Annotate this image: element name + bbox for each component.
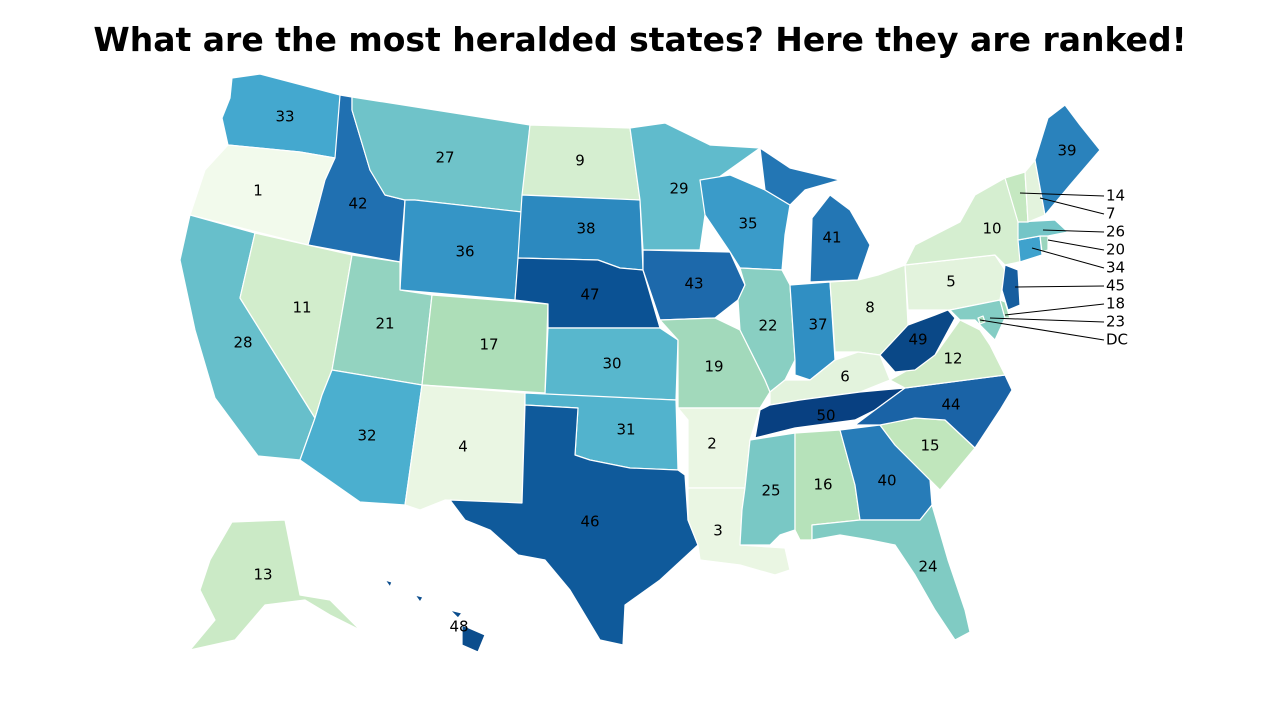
rank-label-hi: 48 xyxy=(449,618,468,636)
callout-label-dc: DC xyxy=(1106,331,1128,349)
state-wy[interactable] xyxy=(399,199,523,301)
callout-line-nh xyxy=(1039,197,1105,215)
callout-line-ct xyxy=(1031,247,1105,269)
state-mi[interactable] xyxy=(759,147,871,283)
map-title: What are the most heralded states? Here … xyxy=(93,20,1187,59)
rank-label-la: 3 xyxy=(713,522,723,540)
state-hi[interactable] xyxy=(384,579,486,653)
state-ak[interactable] xyxy=(189,519,361,651)
state-mo[interactable] xyxy=(659,317,771,409)
rank-label-ga: 40 xyxy=(877,472,896,490)
state-wi[interactable] xyxy=(699,174,791,271)
rank-label-ms: 25 xyxy=(761,482,780,500)
callout-label-nj: 45 xyxy=(1106,277,1125,295)
rank-label-wi: 35 xyxy=(738,215,757,233)
callout-line-vt xyxy=(1019,192,1105,197)
rank-label-sc: 15 xyxy=(920,437,939,455)
rank-label-tn: 50 xyxy=(816,407,835,425)
callout-line-nj xyxy=(1014,285,1105,288)
state-ia[interactable] xyxy=(642,249,746,321)
rank-label-tx: 46 xyxy=(580,513,599,531)
rank-label-mi: 41 xyxy=(822,229,841,247)
rank-label-pa: 5 xyxy=(946,273,956,291)
rank-label-nm: 4 xyxy=(458,438,468,456)
rank-label-ak: 13 xyxy=(253,566,272,584)
rank-label-nd: 9 xyxy=(575,152,585,170)
state-wv[interactable] xyxy=(879,309,956,373)
rank-label-ny: 10 xyxy=(982,220,1001,238)
rank-label-nv: 11 xyxy=(292,299,311,317)
callout-line-md xyxy=(989,317,1105,323)
rank-label-wy: 36 xyxy=(455,243,474,261)
rank-label-al: 16 xyxy=(813,476,832,494)
state-de[interactable] xyxy=(999,299,1011,319)
callout-line-dc xyxy=(979,319,1105,341)
states-layer xyxy=(179,73,1101,653)
rank-label-ia: 43 xyxy=(684,275,703,293)
state-me[interactable] xyxy=(1034,104,1101,216)
callout-line-de xyxy=(1004,303,1105,316)
state-fl[interactable] xyxy=(811,504,971,641)
rank-label-id: 42 xyxy=(348,195,367,213)
rank-label-ca: 28 xyxy=(233,334,252,352)
rank-label-wa: 33 xyxy=(275,108,294,126)
rank-label-ne: 47 xyxy=(580,286,599,304)
rank-label-az: 32 xyxy=(357,427,376,445)
callout-label-nh: 7 xyxy=(1106,205,1116,223)
callout-label-ri: 20 xyxy=(1106,241,1125,259)
rank-label-ky: 6 xyxy=(840,368,850,386)
rank-label-va: 12 xyxy=(943,350,962,368)
state-ks[interactable] xyxy=(544,327,679,401)
state-tx[interactable] xyxy=(449,404,699,646)
rank-label-fl: 24 xyxy=(918,558,937,576)
callout-line-ri xyxy=(1047,239,1105,251)
state-va[interactable] xyxy=(889,319,1006,389)
callout-label-vt: 14 xyxy=(1106,187,1125,205)
rank-label-ar: 2 xyxy=(707,435,717,453)
rank-label-sd: 38 xyxy=(576,220,595,238)
callout-label-md: 23 xyxy=(1106,313,1125,331)
state-nj[interactable] xyxy=(1001,264,1021,311)
callout-label-de: 18 xyxy=(1106,295,1125,313)
rank-label-ok: 31 xyxy=(616,421,635,439)
callout-label-ma: 26 xyxy=(1106,223,1125,241)
rank-label-ks: 30 xyxy=(602,355,621,373)
callout-line-ma xyxy=(1042,229,1105,233)
callout-label-ct: 34 xyxy=(1106,259,1125,277)
rank-label-nc: 44 xyxy=(941,396,960,414)
rank-label-mn: 29 xyxy=(669,180,688,198)
rank-label-in: 37 xyxy=(808,316,827,334)
rank-label-mt: 27 xyxy=(435,149,454,167)
rank-label-oh: 8 xyxy=(865,299,875,317)
rank-label-mo: 19 xyxy=(704,358,723,376)
state-tn[interactable] xyxy=(754,387,906,439)
rank-label-il: 22 xyxy=(758,317,777,335)
rank-label-ut: 21 xyxy=(375,315,394,333)
state-ri[interactable] xyxy=(1039,235,1049,253)
rank-label-or: 1 xyxy=(253,182,263,200)
rank-label-me: 39 xyxy=(1057,142,1076,160)
rank-label-wv: 49 xyxy=(908,331,927,349)
rank-label-co: 17 xyxy=(479,336,498,354)
